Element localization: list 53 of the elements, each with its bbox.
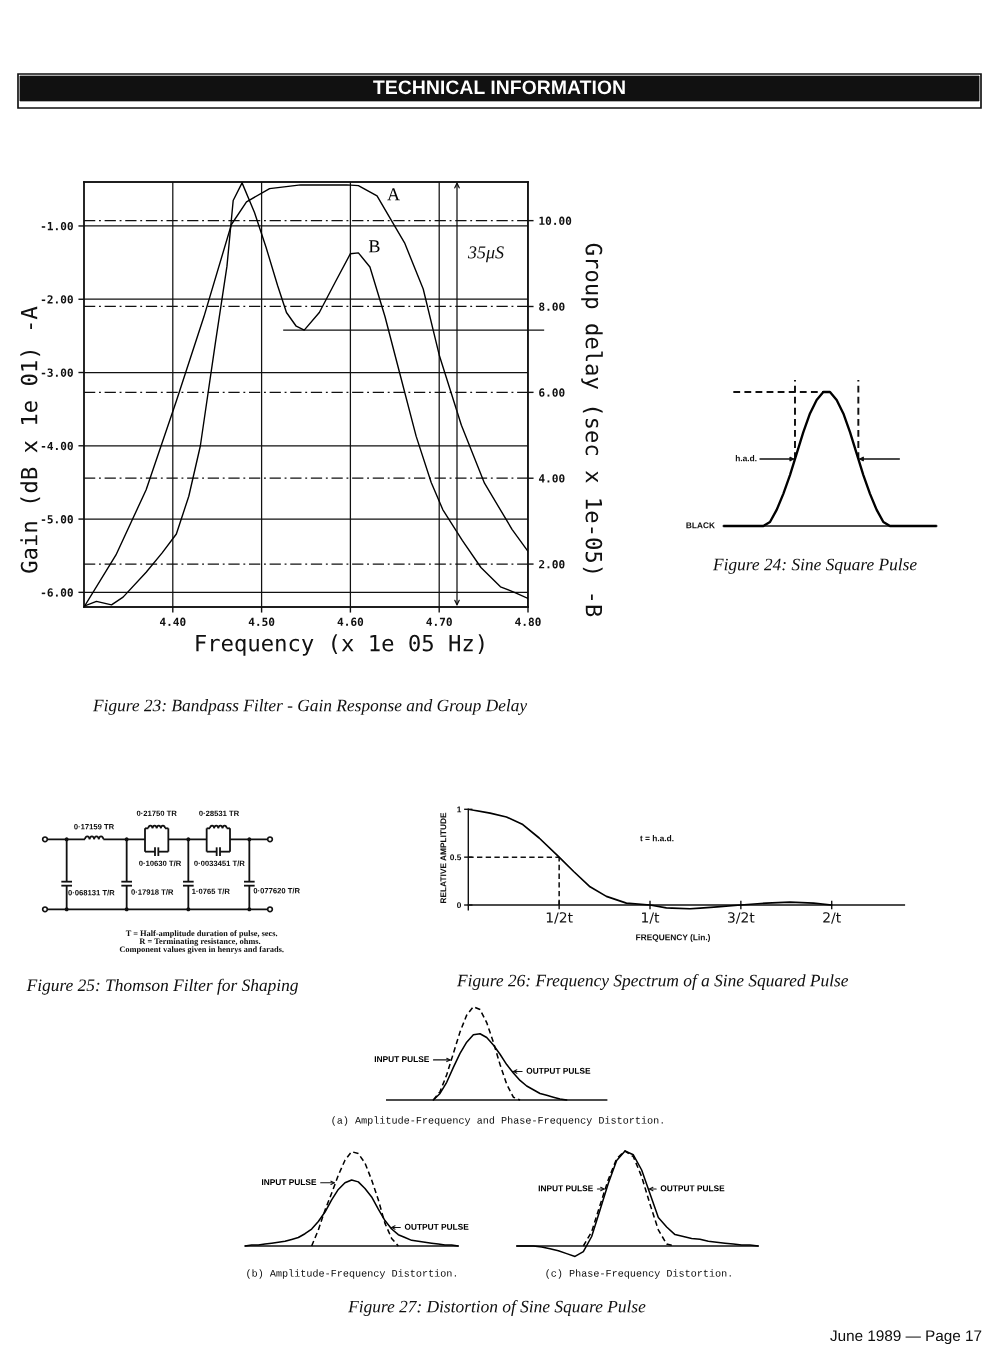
x-tick-label: 4.70	[426, 617, 452, 627]
x-tick-label: 4.60	[337, 617, 364, 627]
text: Figure 27: Distortion of Sine Square Pulse	[348, 1300, 646, 1316]
series-label: A	[387, 188, 400, 201]
text: TECHNICAL INFORMATION	[373, 80, 625, 95]
y2-axis-title: Group delay (sec x 1e-05) -B	[581, 243, 603, 617]
y2-tick-label: 8.00	[539, 302, 565, 311]
y2-tick-label: 2.00	[539, 560, 565, 569]
text: INPUT PULSE	[374, 1056, 430, 1063]
text: Figure 26: Frequency Spectrum of a Sine Squared Pulse	[456, 974, 849, 990]
x-tick-label: 4.50	[248, 617, 275, 627]
text: Figure 25: Thomson Filter for Shaping	[26, 978, 298, 995]
text: June 1989 — Page 17	[830, 1330, 982, 1345]
annotation: h.a.d.	[735, 455, 757, 462]
text: (c) Phase-Frequency Distortion.	[546, 1269, 731, 1279]
series-label: OUTPUT PULSE	[526, 1067, 591, 1074]
x-tick-label: 2/t	[823, 912, 841, 924]
y-tick-label: 1	[457, 806, 462, 813]
x-tick-label: 4.40	[159, 617, 186, 627]
x-tick-label: 1/2t	[546, 912, 573, 924]
x-tick-label: 4.80	[515, 617, 541, 627]
y-tick-label: 0	[457, 902, 462, 909]
text: (a) Amplitude-Frequency and Phase-Frequency Distortion.	[332, 1116, 663, 1126]
x-axis-title: FREQUENCY (Lin.)	[636, 934, 711, 942]
x-tick-label: 1/t	[642, 912, 660, 924]
annotation: 35μS	[467, 246, 504, 263]
y-tick-label: -3.00	[41, 368, 73, 377]
y-tick-label: -6.00	[41, 588, 73, 597]
y-tick-label: -5.00	[41, 515, 73, 524]
x-axis-title: Frequency (x 1e 05 Hz)	[196, 634, 484, 656]
text: INPUT PULSE	[261, 1179, 317, 1186]
series-label: INPUT PULSE	[538, 1185, 593, 1192]
y2-tick-label: 4.00	[538, 474, 565, 483]
y-tick-label: -2.00	[41, 295, 73, 304]
y-tick-label: -4.00	[41, 441, 73, 451]
text: Figure 23: Bandpass Filter - Gain Response and Group Delay	[92, 699, 528, 715]
series-label: OUTPUT PULSE	[660, 1185, 725, 1192]
series-label: B	[368, 240, 380, 253]
y2-tick-label: 6.00	[539, 388, 565, 397]
y-tick-label: 0.5	[450, 854, 462, 861]
text: Component values given in henrys and farads.	[119, 946, 284, 954]
y-axis-title: RELATIVE AMPLITUDE	[440, 812, 447, 904]
text: (b) Amplitude-Frequency Distortion.	[247, 1269, 456, 1279]
text: Figure 24: Sine Square Pulse	[712, 558, 917, 574]
x-tick-label: 3/2t	[728, 912, 755, 924]
y-tick-label: -1.00	[41, 221, 73, 231]
text: BLACK	[686, 522, 715, 529]
y2-tick-label: 10.00	[539, 216, 572, 226]
series-label: OUTPUT PULSE	[404, 1223, 469, 1230]
text: R = Terminating resistance, ohms.	[139, 938, 261, 946]
text: T = Half-amplitude duration of pulse, secs.	[125, 930, 278, 938]
annotation: t = h.a.d.	[640, 835, 674, 842]
y-axis-title: Gain (dB x 1e 01) -A	[20, 306, 41, 573]
